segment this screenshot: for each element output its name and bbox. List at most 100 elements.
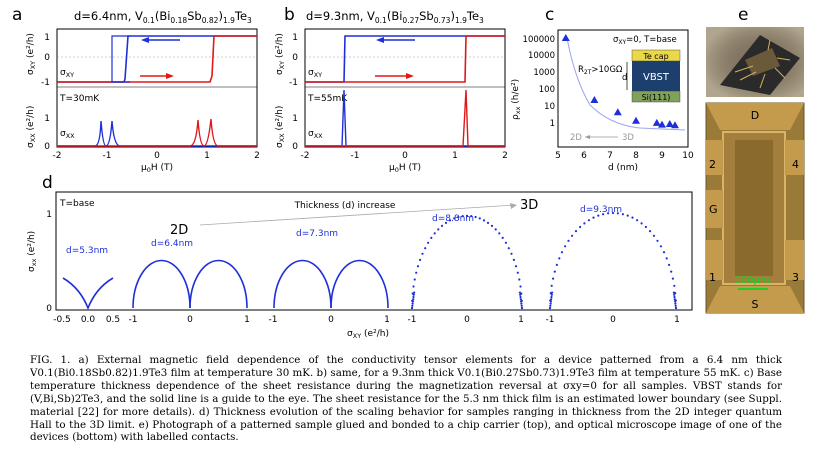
panel-d-3d-label: 3D [520, 198, 538, 213]
panel-d-point [424, 247, 427, 250]
panel-d-point [602, 213, 605, 216]
panel-letter-a: a [12, 5, 22, 25]
panel-d-point [673, 293, 676, 296]
panel-c-yticks: 100000 10000 1000 100 10 1 [523, 35, 555, 129]
panel-d-point [673, 284, 676, 287]
panel-c-point [671, 121, 679, 129]
panel-c-point [658, 120, 666, 128]
panel-d-label-5-3: d=5.3nm [66, 246, 108, 256]
device-side-contacts [706, 140, 804, 280]
panel-d-trend-arrow-head [510, 203, 517, 209]
panel-d-point [550, 298, 553, 301]
panel-a-ytick-bottom-1: 1 [44, 114, 50, 124]
device-channel [735, 140, 773, 276]
panel-b-xtick: 2 [502, 151, 508, 161]
panel-b-frame [304, 28, 506, 148]
panel-d-point [553, 270, 556, 273]
panel-d-point [662, 251, 666, 254]
panel-a-ytick-bottom-0: 0 [44, 142, 50, 152]
panel-d-xtick: -1 [129, 315, 138, 325]
panel-d-point [518, 291, 522, 294]
panel-d-point [490, 224, 494, 227]
panel-d-point [648, 230, 652, 233]
panel-a-sxy-loop-mid [111, 35, 130, 83]
panel-d-point [504, 241, 507, 244]
panel-b-xtick: 0 [402, 151, 408, 161]
panel-d-point [412, 293, 415, 296]
panel-d-curve-arc [132, 259, 191, 309]
panel-d-point [665, 257, 668, 260]
panel-letter-c: c [545, 5, 554, 25]
panel-d-point [461, 215, 464, 218]
panel-d-point [674, 300, 677, 303]
panel-d-point [498, 232, 501, 235]
panel-letter-b: b [284, 5, 295, 25]
panel-d-curve-arc [330, 259, 389, 309]
stack-te-cap-label: Te cap [642, 52, 668, 61]
panel-d-point [413, 278, 416, 281]
panel-d-point [560, 251, 564, 254]
panel-b-xtick: -2 [301, 151, 310, 161]
panel-d-point [672, 291, 676, 294]
panel-d-point [550, 295, 553, 299]
panel-d-point [670, 270, 673, 273]
panel-d-point [514, 265, 518, 268]
panel-d-point [411, 300, 414, 303]
panel-b: b d=9.3nm, V0.1(Bi0.27Sb0.73)1.9Te3 σXY … [275, 5, 508, 174]
panel-c-point [632, 116, 640, 124]
panel-d-curve-5-3 [62, 277, 114, 311]
panel-a-xtick: 1 [204, 151, 210, 161]
device-contact-top [706, 103, 804, 130]
panel-letter-e: e [738, 5, 748, 25]
panel-d-xtick: -1 [546, 315, 555, 325]
panel-d-point [453, 217, 456, 220]
panel-b-ytick-top-0: 0 [292, 53, 298, 63]
panel-d-point [520, 306, 524, 310]
panel-d-point [440, 224, 444, 227]
panel-a-ylabel-top: σXY (e²/h) [26, 33, 37, 75]
panel-c-2d3d-arrow-head [585, 135, 590, 139]
panel-a-frame [56, 28, 258, 148]
panel-a-sxx-up-peaks [57, 118, 257, 147]
contact-label-s: S [752, 298, 759, 311]
panel-d-xtick: 1 [384, 315, 390, 325]
panel-d-point [640, 222, 643, 225]
panel-d-ylabel: σxx (e²/h) [27, 231, 38, 272]
panel-a-xtick: -1 [103, 151, 112, 161]
panel-d-point [520, 302, 523, 305]
panel-a-ytick-top-m1: -1 [41, 78, 50, 88]
panel-d-point [520, 304, 523, 307]
panel-e: e [705, 5, 805, 314]
panel-b-ytick-top-1: 1 [292, 33, 298, 43]
panel-d-point [552, 277, 555, 280]
panel-a: a d=6.4nm, V0.1(Bi0.18Sb0.82)1.9Te3 σXY … [12, 5, 260, 174]
panel-a-sxx-label: σXX [60, 129, 75, 140]
panel-d-point [673, 298, 676, 301]
panel-a-xlabel: μ0H (T) [141, 163, 173, 174]
panel-d-point [519, 298, 522, 301]
panel-d-point [519, 293, 522, 296]
panel-a-xtick: 0 [154, 151, 160, 161]
panel-c-ytick: 10000 [528, 51, 555, 61]
panel-d-point [549, 302, 552, 305]
panel-d-xtick: -0.5 [53, 315, 71, 325]
panel-c-xtick: 9 [659, 151, 665, 161]
panel-b-ylabel-bottom: σXX (e²/h) [275, 106, 286, 148]
panel-c-point [665, 119, 674, 127]
panel-d-xlabel: σXY (e²/h) [347, 329, 389, 340]
panel-d-xtick: 0 [328, 315, 334, 325]
panel-d-ytick-0: 0 [46, 304, 52, 314]
panel-c-annotation-r: R2T>10GΩ [578, 65, 623, 76]
panel-d-point [548, 306, 552, 310]
panel-b-xticks: -2 -1 0 1 2 [301, 151, 508, 161]
panel-b-xtick: 1 [452, 151, 458, 161]
caption-text: FIG. 1. a) External magnetic field depen… [30, 354, 782, 444]
panel-d-point [519, 295, 522, 299]
panel-d-point [444, 221, 448, 224]
panel-b-ylabel-top: σXY (e²/h) [275, 33, 286, 75]
panel-d-point [419, 258, 422, 261]
panel-d-point [494, 228, 497, 231]
panel-a-temp: T=30mK [59, 94, 100, 104]
panel-d-curve-arc [273, 259, 332, 309]
panel-d-point [626, 214, 629, 217]
